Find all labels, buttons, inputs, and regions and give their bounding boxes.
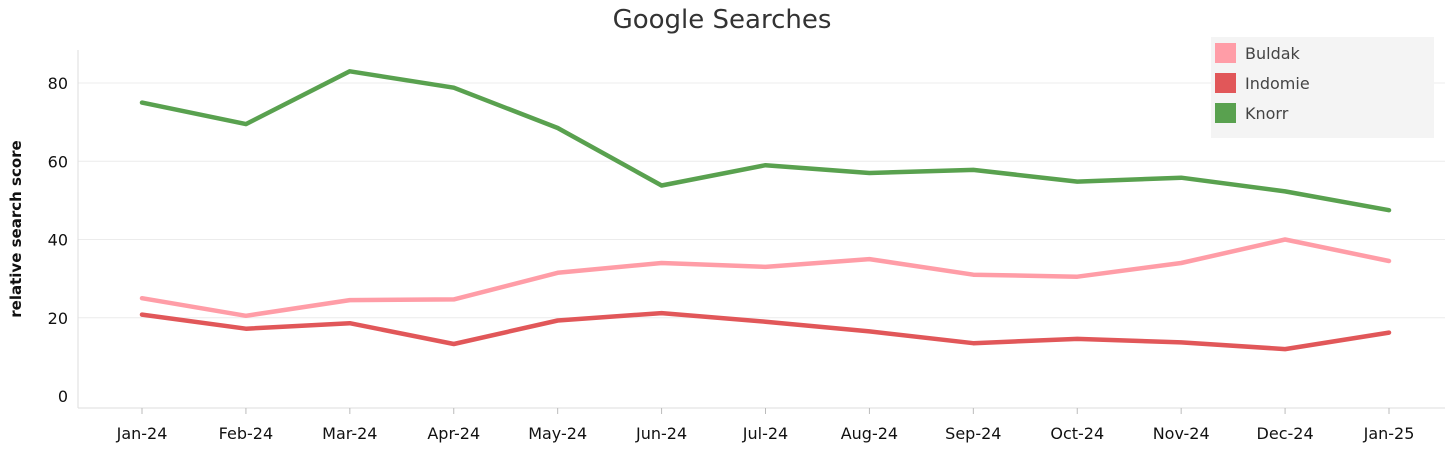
series-line-indomie: [139, 310, 1392, 352]
series-line-knorr: [139, 69, 1392, 213]
x-tick-label: Apr-24: [427, 424, 480, 443]
x-tick-label: Nov-24: [1153, 424, 1210, 443]
legend-swatch-buldak: [1215, 43, 1236, 63]
y-tick-label: 0: [58, 387, 68, 406]
legend-swatch-knorr: [1215, 103, 1236, 123]
series-lines: [139, 69, 1392, 352]
x-tick-label: Mar-24: [322, 424, 377, 443]
x-tick-label: Jul-24: [742, 424, 788, 443]
x-tick-label: Jan-24: [116, 424, 168, 443]
x-tick-label: Sep-24: [945, 424, 1001, 443]
legend-label-buldak: Buldak: [1245, 44, 1301, 63]
legend-label-knorr: Knorr: [1245, 104, 1289, 123]
y-tick-label: 20: [48, 309, 68, 328]
x-tick-label: Feb-24: [219, 424, 273, 443]
x-tick-label: Oct-24: [1050, 424, 1104, 443]
legend-background: [1211, 37, 1434, 138]
legend-swatch-indomie: [1215, 73, 1236, 93]
chart-title: Google Searches: [613, 5, 832, 35]
y-tick-label: 40: [48, 231, 68, 250]
x-tick-label: Jun-24: [635, 424, 687, 443]
legend-label-indomie: Indomie: [1245, 74, 1310, 93]
x-tick-label: Dec-24: [1257, 424, 1314, 443]
x-tick-label: Jan-25: [1363, 424, 1415, 443]
x-tick-label: Aug-24: [841, 424, 898, 443]
y-axis-label: relative search score: [7, 140, 25, 317]
y-tick-label: 80: [48, 74, 68, 93]
axes: 0 20 40 60 80 Jan-24 Feb-24 Mar-24 Apr-24 May-24 J…: [48, 50, 1445, 443]
legend: Buldak Indomie Knorr: [1211, 37, 1434, 138]
series-line-buldak: [139, 237, 1392, 319]
x-tick-label: May-24: [528, 424, 587, 443]
y-tick-label: 60: [48, 152, 68, 171]
